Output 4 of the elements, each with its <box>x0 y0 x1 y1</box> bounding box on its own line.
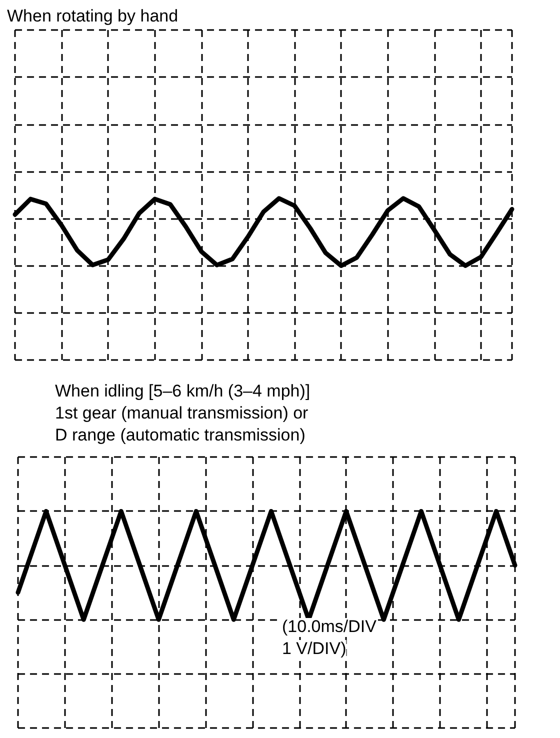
chart-title: When idling [5–6 km/h (3–4 mph)] 1st gear (manual transmission) or D range (automatic transmission) <box>55 382 310 444</box>
annotation: (10.0ms/DIV <box>282 617 378 636</box>
chart-title: When rotating by hand <box>7 6 178 26</box>
text: 1 V/DIV) <box>282 639 346 658</box>
